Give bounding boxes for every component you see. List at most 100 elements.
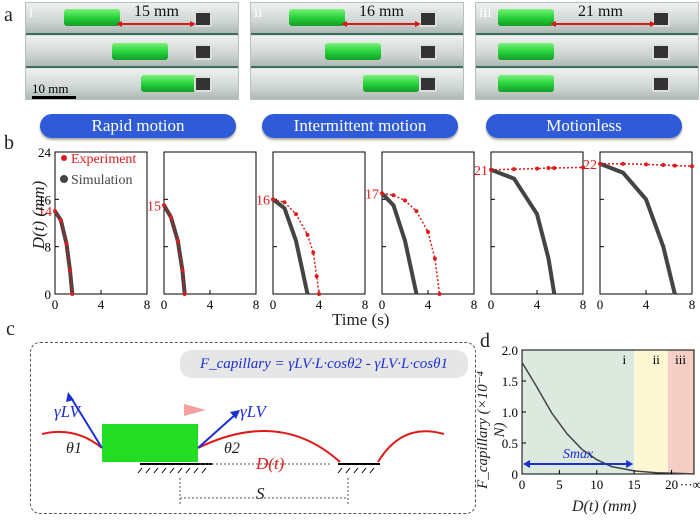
chart-b5-experiment-point bbox=[552, 165, 557, 170]
chart-b6-experiment-point bbox=[644, 162, 648, 167]
chart-d-xtick-label: 5 bbox=[556, 477, 563, 492]
chart-b4-xtick-label: 0 bbox=[379, 297, 386, 312]
chart-b1-start-value: 14 bbox=[38, 205, 52, 220]
chart-b3-xtick-label: 0 bbox=[270, 297, 277, 312]
chart-b5-experiment-point bbox=[512, 167, 516, 172]
capillary-equation: F_capillary = γLV·L·cosθ2 - γLV·L·cosθ1 bbox=[180, 350, 468, 378]
photo-ii-numeral: ii bbox=[254, 5, 263, 21]
chart-b3-xtick-label: 4 bbox=[316, 297, 323, 312]
chart-b3-frame bbox=[272, 151, 366, 295]
chart-d-force-line bbox=[521, 362, 695, 475]
chart-b2-experiment-line bbox=[163, 204, 186, 295]
panel-c-label: c bbox=[6, 318, 15, 340]
s-label: S bbox=[256, 484, 265, 503]
chart-b3-experiment-point bbox=[314, 274, 319, 279]
smax-arrow-head-left bbox=[523, 460, 530, 468]
distance-i: 15 mm bbox=[134, 3, 179, 20]
mode-intermittent-motion: Intermittent motion bbox=[262, 114, 458, 138]
chart-b5-experiment-point bbox=[581, 165, 585, 170]
chart-b2-start-value: 15 bbox=[147, 199, 161, 214]
chart-b4-frame bbox=[381, 151, 475, 295]
region-i bbox=[522, 350, 635, 474]
panel-a-label: a bbox=[4, 4, 13, 26]
chart-b3-xtick-label: 8 bbox=[362, 297, 369, 312]
chart-b2-xtick-label: 8 bbox=[253, 297, 260, 312]
chart-b-ytick-label: 16 bbox=[38, 192, 52, 207]
chart-b6-xtick-label: 0 bbox=[597, 297, 604, 312]
panel-c-diagram bbox=[41, 392, 445, 504]
smax-arrow-head-right bbox=[626, 460, 634, 468]
chart-d-ytick-label: 0.5 bbox=[502, 436, 518, 451]
distance-ii: 16 mm bbox=[359, 3, 404, 20]
dt-label: D(t) bbox=[256, 454, 285, 473]
chart-b-ytick-label: 0 bbox=[45, 287, 52, 302]
region-ii-label: ii bbox=[653, 352, 661, 367]
panel-b-ylabel: D(t) (mm) bbox=[29, 180, 48, 250]
chart-b1-xtick-label: 0 bbox=[52, 297, 59, 312]
photo-iii: iii 21 mm bbox=[475, 2, 699, 100]
chart-b6-experiment-line bbox=[600, 163, 693, 167]
chart-b4-experiment-point bbox=[437, 292, 442, 296]
chart-d-xtick-label: 15 bbox=[628, 477, 641, 492]
chart-d-ytick-label: 0 bbox=[512, 467, 519, 482]
photo-i: i 15 mm 10 mm bbox=[25, 2, 239, 100]
legend-simulation-label: Simulation bbox=[71, 173, 132, 188]
region-ii bbox=[634, 350, 668, 474]
chart-b1-simulation-line bbox=[53, 210, 75, 295]
theta-1: θ1 bbox=[66, 440, 82, 457]
chart-b6-experiment-point bbox=[661, 163, 666, 168]
panel-b-xlabel: Time (s) bbox=[332, 310, 390, 329]
chart-b4-xtick-label: 4 bbox=[425, 297, 432, 312]
chart-b-ytick-label: 24 bbox=[38, 145, 52, 160]
chart-b4-experiment-line bbox=[381, 192, 441, 295]
chart-b2-xtick-label: 4 bbox=[207, 297, 214, 312]
smax-label: Smax bbox=[563, 447, 594, 462]
chart-b6-simulation-line bbox=[599, 161, 677, 295]
theta-2: θ2 bbox=[224, 440, 240, 457]
chart-b1-xtick-label: 4 bbox=[98, 297, 105, 312]
scalebar bbox=[32, 96, 76, 99]
gamma-left: γLV bbox=[54, 402, 80, 421]
chart-b3-simulation-line bbox=[271, 197, 310, 295]
chart-d-ytick-label: 1.5 bbox=[502, 374, 518, 389]
chart-d-xtick-label: 0 bbox=[519, 477, 526, 492]
mode-rapid-motion: Rapid motion bbox=[40, 114, 236, 138]
chart-b6-experiment-point bbox=[621, 161, 625, 166]
legend-experiment-label: Experiment bbox=[71, 152, 136, 167]
chart-b4-start-value: 17 bbox=[365, 187, 379, 202]
chart-d-x-infinity: ···∞ bbox=[680, 477, 700, 492]
chart-b4-xtick-label: 8 bbox=[471, 297, 478, 312]
chart-b2-simulation-line bbox=[162, 204, 187, 295]
chart-b5-simulation-line bbox=[490, 167, 557, 295]
region-iii-label: iii bbox=[675, 352, 686, 367]
chart-b6-xtick-label: 8 bbox=[689, 297, 696, 312]
chart-b2-frame bbox=[163, 151, 257, 295]
legend-simulation-marker bbox=[60, 175, 68, 183]
chart-d-ytick-label: 1.0 bbox=[502, 405, 518, 420]
chart-d-xtick-label: 20 bbox=[665, 477, 678, 492]
chart-b2-xtick-label: 0 bbox=[161, 297, 168, 312]
chart-b6-xtick-label: 4 bbox=[643, 297, 650, 312]
distance-iii: 21 mm bbox=[578, 3, 623, 20]
photo-ii: ii 16 mm bbox=[250, 2, 464, 100]
chart-b5-xtick-label: 4 bbox=[534, 297, 541, 312]
panel-c-frame bbox=[30, 342, 476, 514]
scalebar-label: 10 mm bbox=[32, 81, 69, 96]
chart-b1-xtick-label: 8 bbox=[144, 297, 151, 312]
panel-d-xlabel: D(t) (mm) bbox=[572, 498, 637, 515]
region-i-label: i bbox=[623, 352, 627, 367]
region-iii bbox=[667, 350, 694, 474]
legend-experiment-marker bbox=[61, 155, 67, 161]
chart-b3-experiment-line bbox=[272, 198, 320, 295]
chart-b6-frame bbox=[599, 151, 693, 295]
chart-b5-experiment-point bbox=[535, 166, 539, 171]
chart-b6-start-value: 22 bbox=[583, 158, 597, 173]
chart-b1-experiment-line bbox=[54, 210, 74, 295]
panel-d-ylabel: F_capillary (×10⁻⁴ N) bbox=[475, 371, 508, 489]
mode-motionless: Motionless bbox=[486, 114, 682, 138]
panel-d-label: d bbox=[480, 330, 490, 352]
chart-d-xtick-label: 10 bbox=[590, 477, 603, 492]
chart-b5-xtick-label: 8 bbox=[580, 297, 587, 312]
